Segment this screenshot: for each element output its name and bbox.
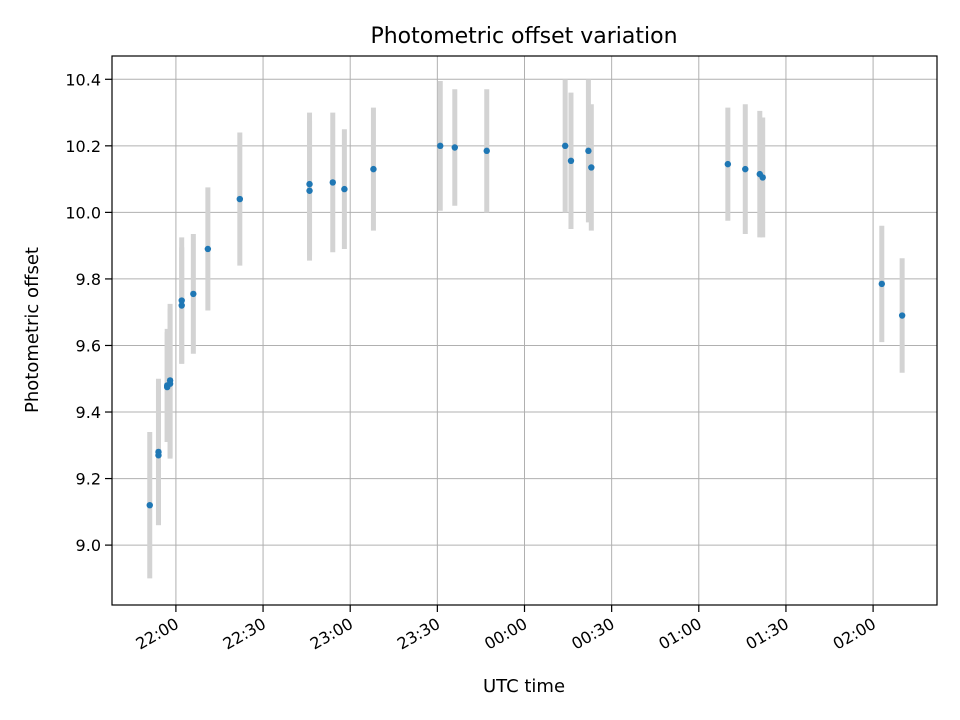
data-point <box>567 157 575 165</box>
data-point <box>306 187 313 194</box>
data-point <box>178 297 185 304</box>
y-tick-label: 10.4 <box>65 70 101 89</box>
data-point <box>178 302 185 309</box>
y-tick-label: 9.0 <box>76 536 101 555</box>
y-axis-label: Photometric offset <box>22 247 43 413</box>
data-point <box>585 147 592 155</box>
data-point <box>483 147 490 155</box>
y-tick-label: 9.4 <box>76 403 101 422</box>
y-axis-ticks: 9.0 9.2 9.4 9.6 9.8 10.0 10.2 10.4 <box>65 70 112 555</box>
data-point <box>742 165 749 173</box>
data-point <box>451 144 458 151</box>
data-point <box>190 290 197 298</box>
x-tick-label: 23:30 <box>394 614 443 654</box>
x-tick-label: 22:30 <box>220 614 269 654</box>
data-point <box>329 179 336 186</box>
x-tick-label: 01:00 <box>655 614 704 654</box>
data-point <box>155 452 162 459</box>
data-point <box>341 185 348 193</box>
data-point <box>759 174 766 181</box>
data-point <box>561 142 569 150</box>
x-tick-label: 22:00 <box>132 614 181 654</box>
x-axis-ticks: 22:00 22:30 23:00 23:30 00:00 00:30 01:00 01:30… <box>132 605 879 654</box>
y-tick-label: 9.8 <box>76 270 101 289</box>
data-point <box>878 280 886 288</box>
chart-title: Photometric offset variation <box>370 24 677 49</box>
data-point <box>588 164 595 171</box>
y-tick-label: 10.0 <box>65 203 101 222</box>
data-points <box>146 142 906 509</box>
data-point <box>166 380 174 387</box>
data-point <box>236 195 244 203</box>
x-tick-label: 00:30 <box>568 614 617 654</box>
x-tick-label: 02:00 <box>830 614 879 654</box>
data-point <box>306 180 313 188</box>
data-point <box>370 165 377 173</box>
x-tick-label: 00:00 <box>481 614 530 654</box>
y-tick-label: 9.2 <box>76 470 101 489</box>
x-tick-label: 23:00 <box>307 614 356 654</box>
data-point <box>146 501 153 509</box>
grid <box>112 56 937 605</box>
data-point <box>204 245 212 253</box>
data-point <box>437 142 444 150</box>
y-tick-label: 9.6 <box>76 336 101 355</box>
x-axis-label: UTC time <box>483 676 565 697</box>
x-tick-label: 01:30 <box>743 614 792 654</box>
data-point <box>724 160 732 168</box>
y-tick-label: 10.2 <box>65 137 101 156</box>
data-point <box>898 312 906 319</box>
